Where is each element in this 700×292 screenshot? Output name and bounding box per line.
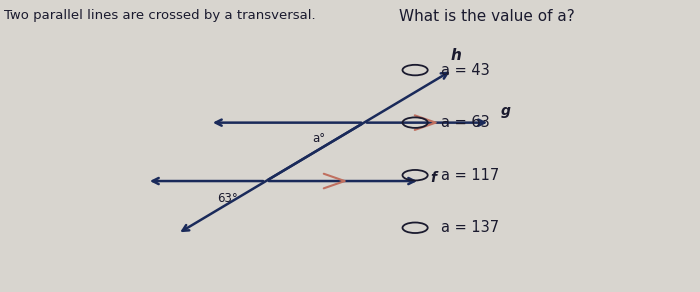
Text: What is the value of a?: What is the value of a? xyxy=(399,9,575,24)
Text: g: g xyxy=(500,104,510,118)
Text: a = 137: a = 137 xyxy=(441,220,499,235)
Text: Two parallel lines are crossed by a transversal.: Two parallel lines are crossed by a tran… xyxy=(4,9,315,22)
Text: 63°: 63° xyxy=(217,192,238,205)
Text: a = 43: a = 43 xyxy=(441,62,490,78)
Text: f: f xyxy=(430,171,437,185)
Text: h: h xyxy=(450,48,461,63)
Text: a = 63: a = 63 xyxy=(441,115,490,130)
Text: a = 117: a = 117 xyxy=(441,168,499,183)
Text: a°: a° xyxy=(312,132,325,145)
